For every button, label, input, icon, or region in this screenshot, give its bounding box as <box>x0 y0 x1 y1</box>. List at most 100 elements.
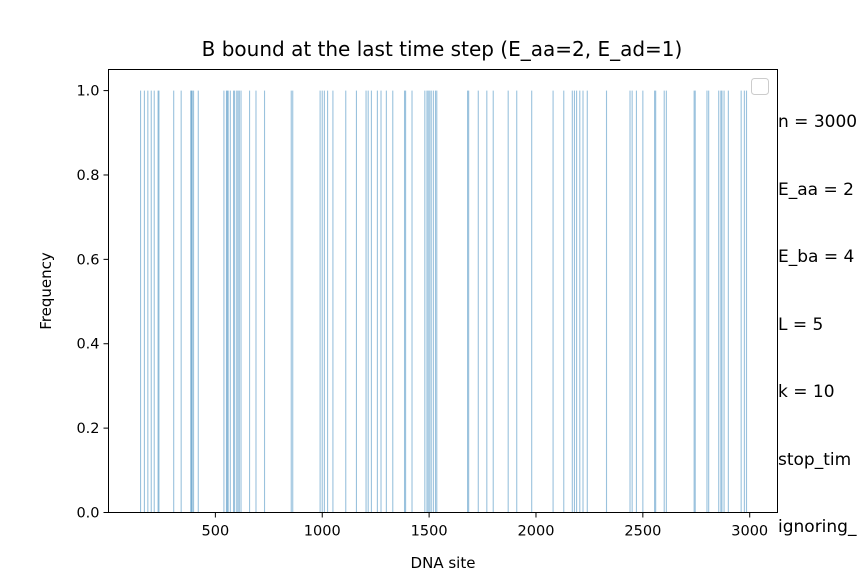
annotation-line: k = 10 <box>778 382 835 402</box>
bar <box>663 90 665 513</box>
bar <box>436 90 438 513</box>
bar <box>693 90 695 513</box>
bar <box>150 90 152 513</box>
annotation-line: stop_tim <box>778 449 852 470</box>
bar <box>573 90 575 513</box>
annotation-line: E_ba = 4 <box>778 247 855 267</box>
bar <box>492 90 494 513</box>
bar <box>332 90 334 513</box>
y-tick-label: 1.0 <box>76 84 99 100</box>
bar <box>629 90 631 513</box>
bar <box>605 90 608 513</box>
bar <box>586 90 588 513</box>
bar <box>321 90 323 513</box>
bar <box>654 90 656 513</box>
bar <box>745 90 748 513</box>
bar <box>507 90 509 513</box>
bar <box>576 90 578 513</box>
x-tick-label: 2500 <box>624 524 661 540</box>
bar <box>727 90 729 513</box>
bar <box>173 90 175 513</box>
bar <box>157 90 159 513</box>
bar <box>229 90 231 513</box>
bar <box>370 90 372 513</box>
legend-box <box>751 78 769 95</box>
bar <box>153 90 155 513</box>
bar <box>563 90 565 513</box>
bar <box>579 90 581 513</box>
bar <box>429 90 431 513</box>
bar <box>706 90 708 513</box>
bar <box>467 90 469 513</box>
bar <box>426 90 428 513</box>
plot-frame <box>108 69 778 513</box>
bar <box>430 90 432 513</box>
bar <box>531 90 533 513</box>
y-tick-label: 0.6 <box>76 252 99 268</box>
bar <box>486 90 488 513</box>
bar <box>655 90 657 513</box>
x-tick-label: 1500 <box>411 524 448 540</box>
bar <box>723 90 725 513</box>
bar <box>708 90 710 513</box>
bar <box>721 90 723 513</box>
bar <box>238 90 240 513</box>
bar <box>665 90 667 513</box>
x-tick-label: 2000 <box>518 524 555 540</box>
bar <box>323 90 325 513</box>
bar <box>405 90 407 513</box>
bar <box>191 90 193 513</box>
bar <box>236 90 238 513</box>
bar <box>249 90 251 513</box>
bar <box>319 90 321 513</box>
annotation-line: n = 3000 <box>778 112 858 132</box>
bar <box>140 90 142 513</box>
bar <box>355 90 357 513</box>
y-tick-label: 0.0 <box>76 506 99 522</box>
bar <box>158 90 160 513</box>
bar <box>263 90 266 513</box>
bar <box>227 90 229 513</box>
bar <box>376 90 378 513</box>
bar <box>552 90 554 513</box>
y-tick-label: 0.4 <box>76 337 99 353</box>
bar <box>226 90 228 513</box>
chart-title: B bound at the last time step (E_aa=2, E… <box>202 37 683 61</box>
bar <box>240 90 242 513</box>
bar <box>571 90 573 513</box>
bar <box>720 90 722 513</box>
bar <box>635 90 637 513</box>
bar <box>740 90 742 513</box>
y-axis-ticks: 0.0 0.2 0.4 0.6 0.8 1.0 <box>76 84 109 522</box>
parameter-annotation: n = 3000 E_aa = 2 E_ba = 4 L = 5 k = 10 … <box>778 66 857 561</box>
bar <box>367 90 369 513</box>
x-tick-label: 1000 <box>304 524 341 540</box>
bar <box>197 90 199 513</box>
bar <box>743 90 745 513</box>
bar <box>147 90 149 513</box>
annotation-line: ignoring_ <box>778 517 857 537</box>
annotation-line: L = 5 <box>778 314 824 335</box>
x-axis-ticks: 500 1000 1500 2000 2500 3000 <box>202 512 768 540</box>
x-axis-label: DNA site <box>411 554 476 572</box>
bar <box>477 90 479 513</box>
bar <box>345 90 347 513</box>
x-tick-label: 500 <box>202 524 230 540</box>
bar <box>190 90 192 513</box>
bar <box>424 90 426 513</box>
bar <box>255 90 257 513</box>
bar <box>411 90 413 513</box>
bar <box>292 90 294 513</box>
bar <box>225 90 228 513</box>
bar <box>290 90 292 513</box>
bar <box>468 90 470 513</box>
bar <box>427 90 429 513</box>
bar <box>232 90 235 513</box>
y-tick-label: 0.2 <box>76 421 99 437</box>
bar <box>327 90 329 513</box>
bar <box>516 90 518 513</box>
bars-group <box>140 90 748 513</box>
bar <box>365 90 367 513</box>
bar <box>380 90 382 513</box>
